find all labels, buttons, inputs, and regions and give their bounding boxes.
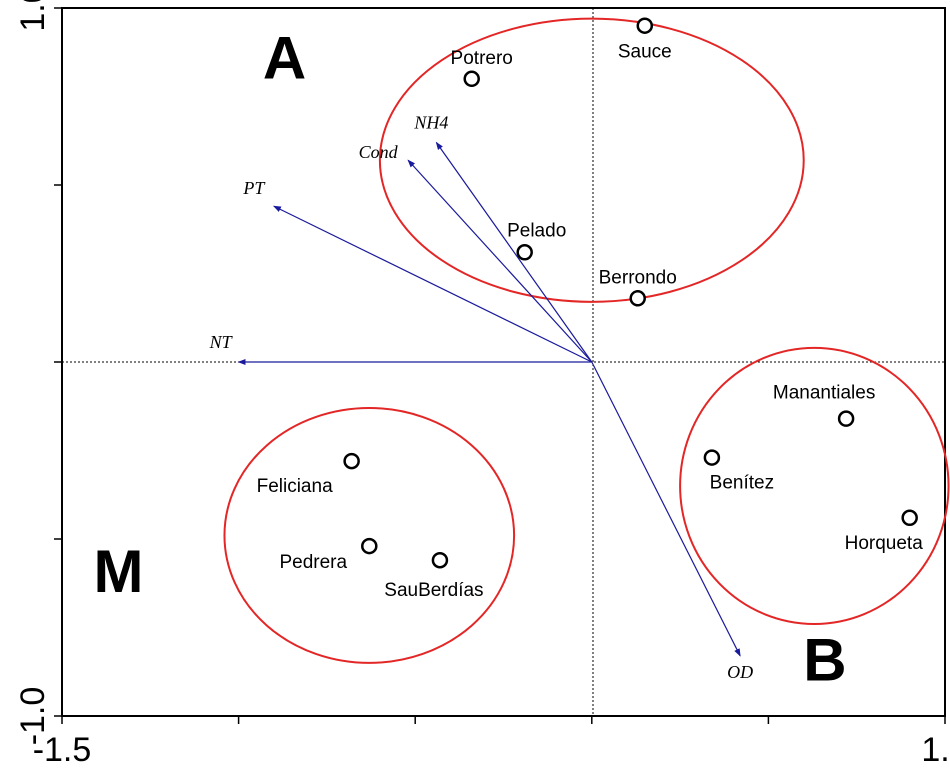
group-ellipses	[223, 17, 950, 664]
site-marker-sauce	[636, 17, 654, 34]
ticks-layer: -1.5 1.0 1.0 -1.0	[14, 0, 950, 769]
site-label-pelado: Pelado	[507, 220, 566, 241]
group-label-m: M	[94, 538, 144, 605]
site-marker-manantiales	[837, 410, 855, 427]
text-labels: A M B	[94, 25, 847, 694]
group-ellipse-m	[223, 407, 516, 664]
site-label-horqueta: Horqueta	[845, 533, 924, 554]
site-points: Sauce Potrero Pelado Berrondo Manantiales Ben…	[257, 17, 924, 601]
vector-label-nt: NT	[209, 332, 234, 352]
site-label-potrero: Potrero	[451, 48, 513, 69]
variable-vectors: NH4 Cond PT NT OD	[209, 113, 754, 682]
group-label-b: B	[803, 626, 846, 693]
site-label-berrondo: Berrondo	[599, 267, 677, 288]
vector-od	[591, 361, 741, 657]
site-marker-benitez	[703, 449, 721, 466]
site-marker-pedrera	[361, 537, 378, 555]
site-label-feliciana: Feliciana	[257, 476, 333, 497]
site-marker-berrondo	[629, 290, 646, 307]
vector-label-pt: PT	[242, 178, 266, 198]
site-label-pedrera: Pedrera	[279, 552, 347, 573]
group-label-a: A	[263, 25, 306, 92]
group-ellipse-b	[679, 346, 950, 625]
x-tick-label: 1.0	[921, 731, 950, 769]
site-label-sauberdias: SauBerdías	[384, 580, 483, 601]
x-tick-label: -1.5	[33, 731, 92, 769]
y-tick-label: 1.0	[14, 0, 52, 32]
vector-label-od: OD	[727, 662, 753, 682]
vector-pt	[273, 205, 593, 363]
site-label-benitez: Benítez	[710, 473, 774, 494]
vector-label-nh4: NH4	[413, 113, 448, 133]
site-marker-pelado	[516, 244, 533, 261]
y-tick-label: -1.0	[14, 687, 52, 746]
site-marker-horqueta	[901, 509, 918, 527]
site-marker-sauberdias	[431, 551, 449, 569]
site-marker-potrero	[463, 70, 480, 88]
vector-cond	[407, 159, 593, 363]
site-label-sauce: Sauce	[618, 42, 672, 63]
vector-label-cond: Cond	[359, 142, 399, 162]
group-ellipse-a	[378, 17, 805, 303]
site-label-manantiales: Manantiales	[773, 383, 875, 404]
vector-nh4	[435, 141, 593, 363]
site-marker-feliciana	[343, 452, 360, 470]
